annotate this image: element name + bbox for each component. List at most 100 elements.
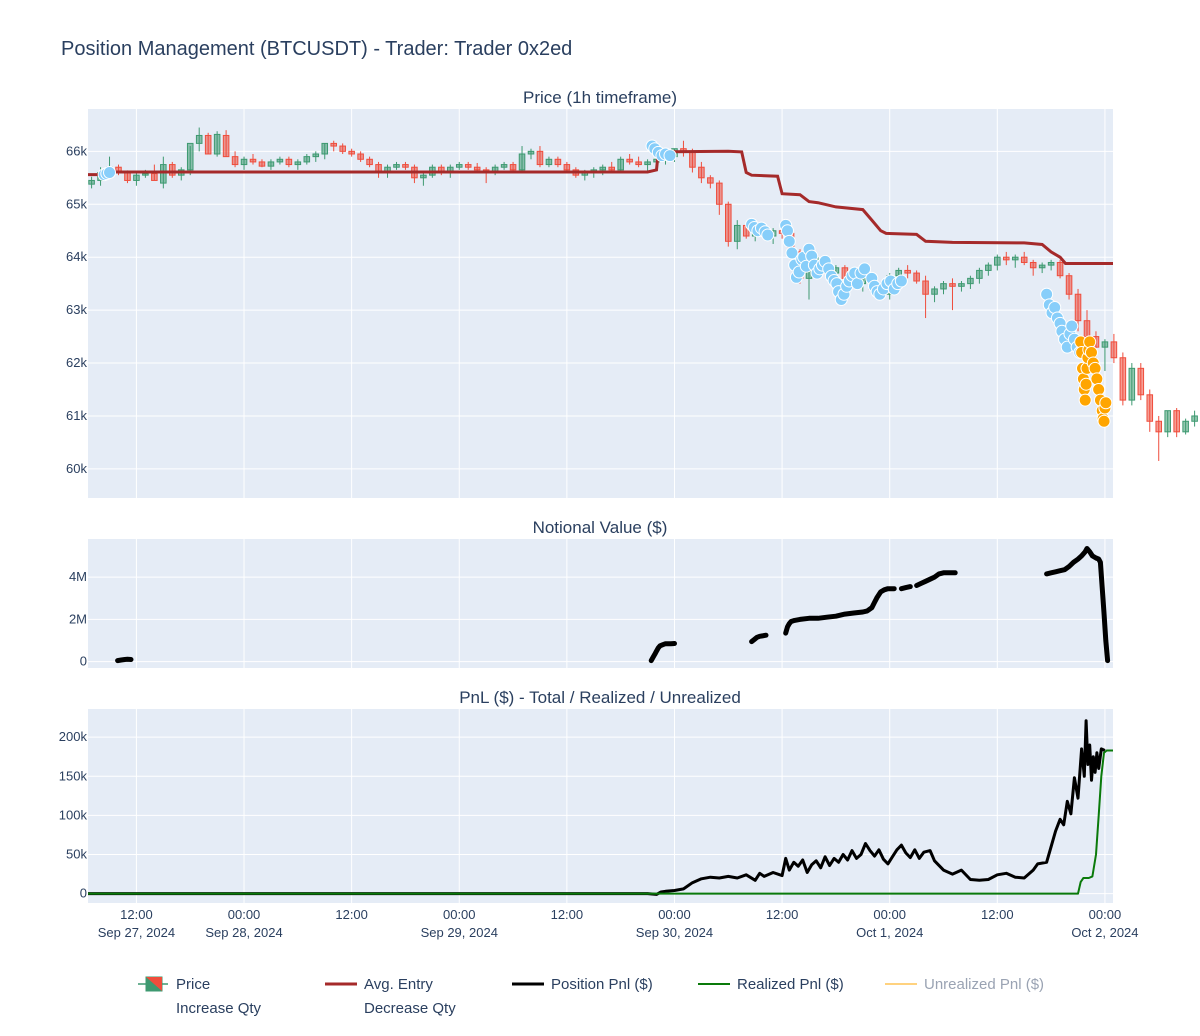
candle-body xyxy=(160,164,167,184)
candle xyxy=(1128,363,1136,406)
candle-body xyxy=(931,288,938,295)
candle xyxy=(348,148,355,157)
x-tick-date: Sep 28, 2024 xyxy=(205,925,282,940)
candle xyxy=(1137,363,1145,401)
pnl-panel-title: PnL ($) - Total / Realized / Unrealized xyxy=(459,688,741,707)
candle-body xyxy=(518,153,526,171)
candle-body xyxy=(195,134,203,144)
candle xyxy=(967,275,974,289)
candle xyxy=(186,142,194,176)
increase-qty-marker xyxy=(782,234,796,248)
candle-body xyxy=(276,158,284,163)
candle xyxy=(707,175,714,189)
x-tick-time: 12:00 xyxy=(766,907,799,922)
candle xyxy=(940,281,947,295)
plot-background xyxy=(88,539,1113,668)
candle-body xyxy=(976,269,983,279)
candle-body xyxy=(330,142,337,147)
candle-body xyxy=(222,134,230,158)
notional-value-segment xyxy=(898,584,913,592)
legend-item-decrease-qty[interactable]: Decrease Qty xyxy=(364,1000,456,1017)
candle xyxy=(1173,408,1180,438)
candle-body xyxy=(554,158,562,166)
candle xyxy=(716,180,723,215)
legend-label-position-pnl: Position Pnl ($) xyxy=(551,976,653,993)
increase-qty-marker xyxy=(103,166,117,180)
candle-body xyxy=(1146,394,1154,422)
candle xyxy=(985,262,992,276)
candle-body xyxy=(617,158,624,171)
candle-body xyxy=(1083,320,1091,338)
legend-label-realized-pnl: Realized Pnl ($) xyxy=(737,976,844,993)
x-tick-time: 00:00 xyxy=(873,907,906,922)
candle-body xyxy=(1182,420,1189,433)
candle-body xyxy=(339,145,346,152)
candle xyxy=(1038,262,1046,274)
candle xyxy=(339,143,346,154)
y-tick-label: 200k xyxy=(59,729,88,744)
legend-item-unrealized-pnl[interactable]: Unrealized Pnl ($) xyxy=(885,976,1044,993)
candle xyxy=(1029,259,1037,276)
candle-body xyxy=(142,173,149,176)
candle xyxy=(204,132,212,155)
decrease-qty-markers xyxy=(1074,335,1113,428)
candle-body xyxy=(204,134,212,155)
notional-panel: 0 2M 4M xyxy=(69,539,1113,669)
candle-body xyxy=(644,161,651,166)
legend-item-price[interactable]: Price xyxy=(138,976,210,993)
x-tick-time: 00:00 xyxy=(658,907,691,922)
candle xyxy=(635,156,642,168)
legend-item-realized-pnl[interactable]: Realized Pnl ($) xyxy=(698,976,844,993)
candle-body xyxy=(1119,357,1127,401)
candle xyxy=(644,159,651,173)
candle xyxy=(169,161,176,178)
legend-item-position-pnl[interactable]: Position Pnl ($) xyxy=(512,976,653,993)
candle-body xyxy=(1038,264,1046,269)
candle-body xyxy=(473,166,481,171)
decrease-qty-marker xyxy=(1088,361,1102,375)
y-tick-label: 50k xyxy=(66,847,87,862)
candle-body xyxy=(366,158,373,166)
legend-item-increase-qty[interactable]: Increase Qty xyxy=(176,1000,262,1017)
increase-qty-marker xyxy=(780,224,794,238)
y-tick-label: 66k xyxy=(66,143,87,158)
candle-body xyxy=(303,156,311,163)
y-tick-label: 60k xyxy=(66,461,87,476)
candle xyxy=(527,148,535,160)
candle xyxy=(1065,273,1073,300)
x-tick-time: 12:00 xyxy=(981,907,1014,922)
candle xyxy=(1146,389,1154,432)
candle-body xyxy=(707,177,714,184)
legend-label-avg-entry: Avg. Entry xyxy=(364,976,433,993)
decrease-qty-marker xyxy=(1097,414,1111,428)
y-tick-label: 4M xyxy=(69,569,87,584)
candle xyxy=(231,151,239,168)
candle-body xyxy=(733,224,741,242)
candle-body xyxy=(464,164,472,168)
plot-background xyxy=(88,109,1113,498)
legend-item-avg-entry[interactable]: Avg. Entry xyxy=(325,976,433,993)
y-tick-label: 65k xyxy=(66,196,87,211)
price-panel-title: Price (1h timeframe) xyxy=(523,88,677,107)
decrease-qty-marker xyxy=(1090,372,1104,386)
candle-body xyxy=(321,142,329,155)
candle xyxy=(949,278,956,311)
increase-qty-marker xyxy=(858,262,872,276)
candle-body xyxy=(213,133,221,155)
candle xyxy=(1003,251,1010,266)
candle xyxy=(922,275,929,319)
y-tick-label: 64k xyxy=(66,249,87,264)
candle xyxy=(133,172,140,186)
candle xyxy=(88,176,95,189)
y-tick-label: 63k xyxy=(66,302,87,317)
notional-value-segment xyxy=(1044,546,1111,664)
candle xyxy=(1155,415,1163,461)
candle-body xyxy=(402,164,409,168)
candle-body xyxy=(949,283,956,287)
legend-label-decrease-qty: Decrease Qty xyxy=(364,1000,456,1017)
candle xyxy=(617,156,624,173)
legend: Price Avg. Entry Position Pnl ($) Realiz… xyxy=(138,976,1044,1017)
x-tick-time: 12:00 xyxy=(120,907,153,922)
candle-body xyxy=(1101,341,1109,348)
decrease-qty-marker xyxy=(1099,396,1113,410)
